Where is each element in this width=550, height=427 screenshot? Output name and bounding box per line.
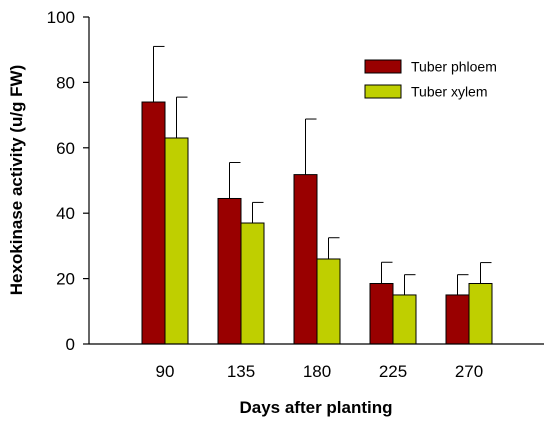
- bar-phloem-180: [293, 174, 318, 345]
- legend: Tuber phloem Tuber xylem: [364, 59, 497, 100]
- legend-label-xylem: Tuber xylem: [411, 84, 488, 100]
- y-tick-label-0: 0: [66, 335, 75, 354]
- bar-xylem-180: [316, 258, 341, 345]
- y-ticks-layer: 0 20 40 60 80 100: [47, 8, 89, 354]
- y-axis-title: Hexokinase activity (u/g FW): [7, 65, 26, 296]
- y-tick-label-60: 60: [56, 139, 75, 158]
- y-tick-label-80: 80: [56, 73, 75, 92]
- bar-phloem-270: [445, 294, 470, 345]
- x-tick-label-225: 225: [379, 362, 407, 381]
- bar-phloem-90: [141, 101, 166, 345]
- bar-phloem-135: [217, 197, 242, 345]
- bar-xylem-135: [240, 222, 265, 345]
- legend-swatch-xylem: [364, 84, 402, 99]
- y-tick-label-20: 20: [56, 270, 75, 289]
- bars-layer: [141, 101, 493, 345]
- error-bars-layer: [153, 45, 492, 295]
- x-axis-title: Days after planting: [239, 398, 392, 417]
- bar-xylem-270: [468, 283, 493, 345]
- bar-phloem-225: [369, 283, 394, 345]
- bar-xylem-90: [164, 137, 189, 345]
- legend-label-phloem: Tuber phloem: [411, 59, 497, 75]
- x-tick-label-180: 180: [303, 362, 331, 381]
- x-tick-label-135: 135: [227, 362, 255, 381]
- y-tick-label-100: 100: [47, 8, 75, 27]
- x-tick-label-270: 270: [455, 362, 483, 381]
- x-ticks-layer: 90 135 180 225 270: [156, 362, 484, 381]
- bar-xylem-225: [392, 294, 417, 345]
- y-tick-label-40: 40: [56, 204, 75, 223]
- x-tick-label-90: 90: [156, 362, 175, 381]
- legend-swatch-phloem: [364, 59, 402, 74]
